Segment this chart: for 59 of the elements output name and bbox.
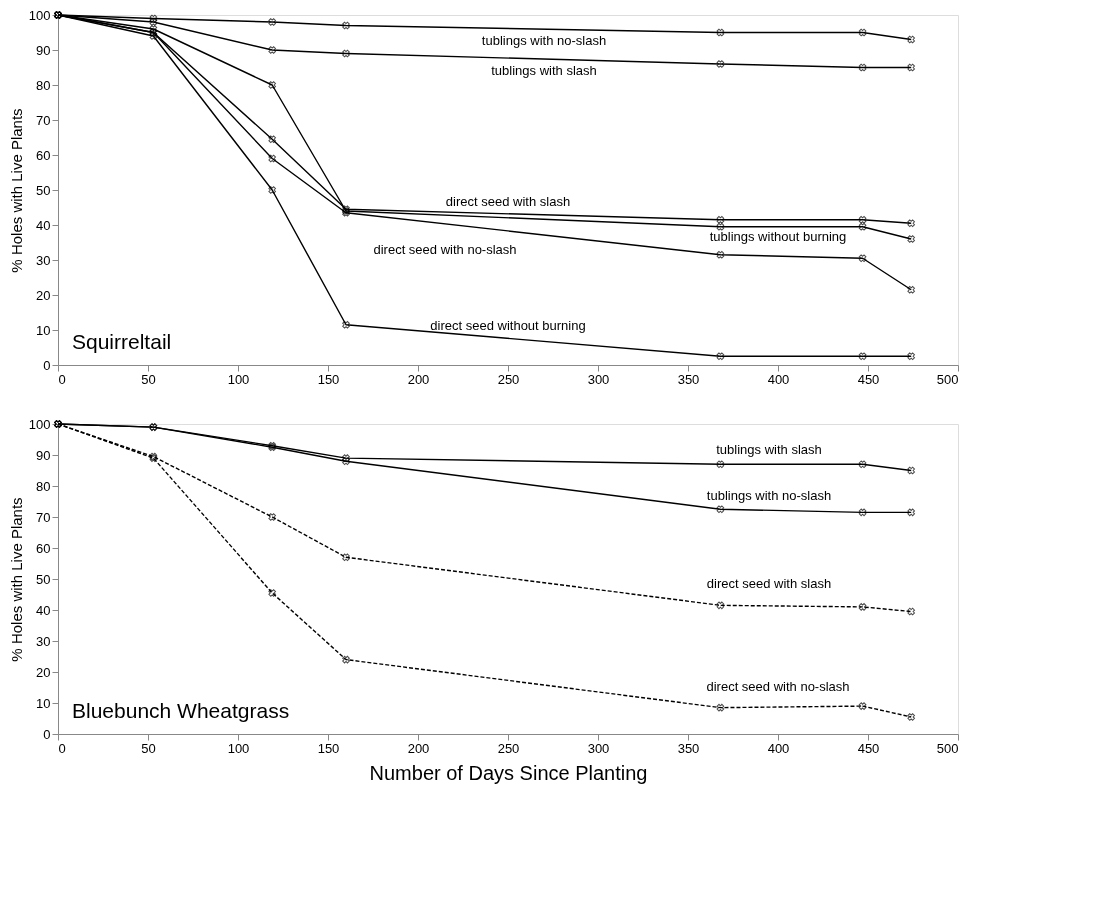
y-tick-label: 40 <box>36 602 51 618</box>
x-tick-label: 500 <box>936 371 959 387</box>
y-tick-label: 30 <box>36 252 51 268</box>
x-tick-label: 450 <box>857 371 880 387</box>
x-tick-label: 250 <box>497 371 520 387</box>
y-axis-title: % Holes with Live Plants <box>7 497 25 662</box>
x-tick-label: 150 <box>317 371 340 387</box>
y-tick-label: 50 <box>36 182 51 198</box>
x-tick-label: 200 <box>407 740 430 756</box>
series-label: direct seed with slash <box>706 575 832 591</box>
x-tick-label: 50 <box>141 740 156 756</box>
y-tick-label: 10 <box>36 695 51 711</box>
x-tick-label: 300 <box>587 740 610 756</box>
y-tick-label: 70 <box>36 112 51 128</box>
y-tick-label: 80 <box>36 478 51 494</box>
series-label: tublings with slash <box>491 63 597 79</box>
series-label: tublings with no-slash <box>481 33 607 49</box>
x-tick-label: 200 <box>407 371 430 387</box>
x-tick-label: 300 <box>587 371 610 387</box>
x-tick-label: 100 <box>227 740 250 756</box>
y-tick-label: 100 <box>28 7 51 23</box>
text: Bluebunch Wheatgrass <box>72 699 290 722</box>
y-tick-label: 100 <box>28 416 51 432</box>
y-tick-label: 50 <box>36 571 51 587</box>
x-tick-label: 350 <box>677 371 700 387</box>
y-tick-label: 60 <box>36 540 51 556</box>
x-tick-label: 150 <box>317 740 340 756</box>
y-tick-label: 20 <box>36 664 51 680</box>
series-label: direct seed with no-slash <box>706 679 850 695</box>
x-tick-label: 400 <box>767 371 790 387</box>
series-label: direct seed without burning <box>430 318 586 334</box>
y-tick-label: 40 <box>36 217 51 233</box>
x-tick-label: 50 <box>141 371 156 387</box>
x-tick-label: 0 <box>58 371 66 387</box>
y-tick-label: 80 <box>36 77 51 93</box>
y-tick-label: 10 <box>36 322 51 338</box>
series-label: tublings without burning <box>709 228 847 244</box>
y-tick-label: 20 <box>36 287 51 303</box>
x-tick-label: 400 <box>767 740 790 756</box>
x-tick-label: 500 <box>936 740 959 756</box>
y-tick-label: 90 <box>36 447 51 463</box>
x-tick-label: 0 <box>58 740 66 756</box>
y-tick-label: 90 <box>36 42 51 58</box>
x-tick-label: 250 <box>497 740 520 756</box>
y-tick-label: 70 <box>36 509 51 525</box>
series-label: tublings with slash <box>716 442 822 458</box>
series-label: tublings with no-slash <box>706 488 832 504</box>
y-tick-label: 60 <box>36 147 51 163</box>
y-axis-title: % Holes with Live Plants <box>7 108 25 273</box>
x-tick-label: 100 <box>227 371 250 387</box>
x-tick-label: 350 <box>677 740 700 756</box>
y-tick-label: 30 <box>36 633 51 649</box>
series-label: direct seed with no-slash <box>373 241 517 257</box>
series-label: direct seed with slash <box>445 193 571 209</box>
text: Squirreltail <box>72 330 172 353</box>
x-tick-label: 450 <box>857 740 880 756</box>
x-axis-title: Number of Days Since Planting <box>369 761 648 784</box>
y-tick-label: 0 <box>43 726 51 742</box>
y-tick-label: 0 <box>43 357 51 373</box>
